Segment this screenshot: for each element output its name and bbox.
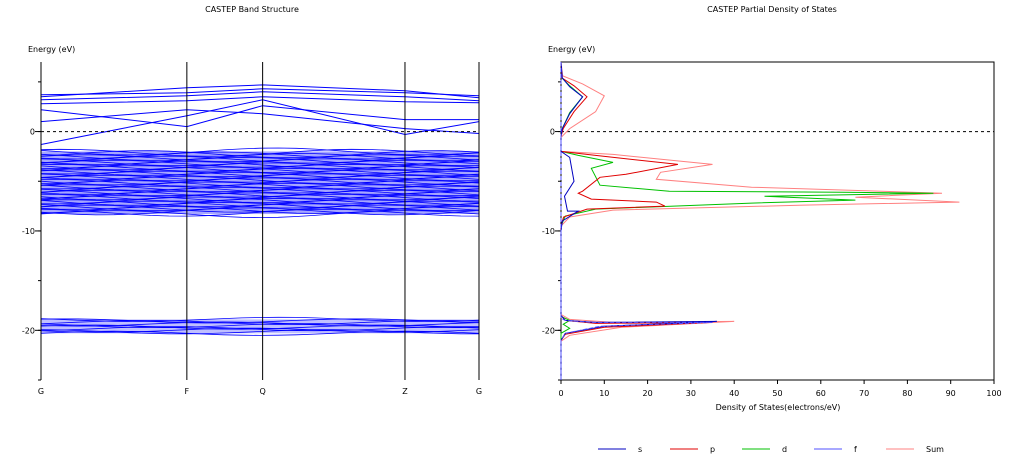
band-line bbox=[40, 327, 480, 333]
legend-label-d: d bbox=[782, 445, 787, 454]
band-dense-block bbox=[40, 316, 480, 336]
pdos-y-tick-label: 0 bbox=[550, 128, 555, 137]
pdos-x-tick-label: 10 bbox=[599, 389, 609, 398]
band-dense-fill bbox=[41, 151, 479, 215]
band-line bbox=[40, 147, 480, 156]
legend-label-sum: Sum bbox=[926, 445, 944, 454]
pdos-ylabel: Energy (eV) bbox=[548, 45, 595, 54]
band-line bbox=[40, 109, 480, 134]
band-line bbox=[40, 207, 480, 216]
band-y-tick-label: -10 bbox=[22, 227, 35, 236]
band-kpoint-label: F bbox=[185, 387, 190, 396]
band-kpoint-label: Q bbox=[259, 387, 265, 396]
band-line bbox=[40, 157, 480, 165]
pdos-panel: CASTEP Partial Density of States Energy … bbox=[542, 5, 1002, 412]
band-line bbox=[40, 318, 480, 324]
band-structure-plot-area: 0 -10 -20 G F Q Z G bbox=[22, 62, 482, 396]
pdos-plot-area: 0 -10 -20 0 10 20 30 40 50 60 70 80 90 100 bbox=[542, 61, 1002, 398]
pdos-x-tick-label: 70 bbox=[859, 389, 869, 398]
band-line bbox=[40, 204, 480, 213]
band-line bbox=[40, 161, 480, 169]
band-line bbox=[40, 187, 480, 195]
pdos-y-tick-label: -10 bbox=[542, 227, 555, 236]
band-line bbox=[40, 184, 480, 193]
band-line bbox=[40, 159, 480, 168]
band-line bbox=[40, 330, 480, 336]
band-line bbox=[40, 154, 480, 163]
pdos-xlabel: Density of States(electrons/eV) bbox=[716, 403, 841, 412]
band-line bbox=[40, 174, 480, 183]
pdos-series-p bbox=[560, 61, 713, 380]
band-line bbox=[40, 193, 480, 202]
band-line bbox=[40, 84, 480, 99]
band-line bbox=[40, 163, 480, 172]
pdos-x-tick-label: 90 bbox=[946, 389, 956, 398]
pdos-x-tick-label: 80 bbox=[902, 389, 912, 398]
pdos-x-tick-label: 0 bbox=[558, 389, 563, 398]
pdos-series-s bbox=[560, 61, 717, 380]
pdos-legend: s p d f Sum bbox=[598, 445, 944, 454]
band-line bbox=[40, 316, 480, 322]
band-line bbox=[40, 176, 480, 184]
band-line bbox=[40, 172, 480, 180]
band-line bbox=[40, 319, 480, 325]
band-line bbox=[40, 148, 480, 157]
band-line bbox=[40, 151, 480, 160]
band-dense-block bbox=[40, 147, 480, 218]
pdos-frame bbox=[560, 61, 995, 381]
band-line bbox=[40, 326, 480, 332]
pdos-x-tick-label: 50 bbox=[772, 389, 782, 398]
band-structure-title: CASTEP Band Structure bbox=[205, 5, 299, 14]
band-line bbox=[41, 178, 480, 187]
pdos-x-tick-label: 40 bbox=[729, 389, 739, 398]
pdos-series-f bbox=[560, 62, 713, 380]
pdos-x-tick-label: 60 bbox=[816, 389, 826, 398]
band-line bbox=[40, 180, 480, 189]
band-dense-fill bbox=[41, 319, 479, 334]
pdos-series-sum bbox=[560, 61, 960, 380]
band-line bbox=[40, 195, 480, 203]
band-line bbox=[40, 181, 480, 190]
band-kpoint-label: G bbox=[38, 387, 44, 396]
band-line bbox=[40, 189, 480, 198]
band-line bbox=[40, 208, 480, 217]
band-structure-ylabel: Energy (eV) bbox=[28, 45, 75, 54]
pdos-series-d bbox=[560, 61, 934, 380]
band-kpoint-label: Z bbox=[402, 387, 408, 396]
band-y-tick-label: 0 bbox=[30, 128, 35, 137]
legend-label-s: s bbox=[638, 445, 642, 454]
band-structure-panel: CASTEP Band Structure Energy (eV) 0 -10 -2… bbox=[22, 5, 482, 396]
band-line bbox=[40, 165, 480, 174]
pdos-title: CASTEP Partial Density of States bbox=[707, 5, 837, 14]
band-line bbox=[40, 321, 480, 327]
band-line bbox=[40, 177, 480, 186]
band-line bbox=[40, 196, 480, 205]
band-y-tick-label: -20 bbox=[22, 326, 35, 335]
band-line bbox=[40, 192, 480, 201]
band-line bbox=[40, 197, 480, 206]
legend-label-f: f bbox=[854, 445, 857, 454]
pdos-x-tick-label: 100 bbox=[986, 389, 1001, 398]
band-line bbox=[40, 210, 480, 218]
legend-label-p: p bbox=[710, 445, 715, 454]
band-line bbox=[40, 158, 479, 167]
pdos-x-tick-label: 20 bbox=[643, 389, 653, 398]
band-kpoint-label: G bbox=[476, 387, 482, 396]
pdos-x-tick-label: 30 bbox=[686, 389, 696, 398]
pdos-y-tick-label: -20 bbox=[542, 326, 555, 335]
band-line bbox=[40, 201, 480, 210]
band-line bbox=[40, 162, 480, 171]
band-line bbox=[40, 169, 480, 178]
